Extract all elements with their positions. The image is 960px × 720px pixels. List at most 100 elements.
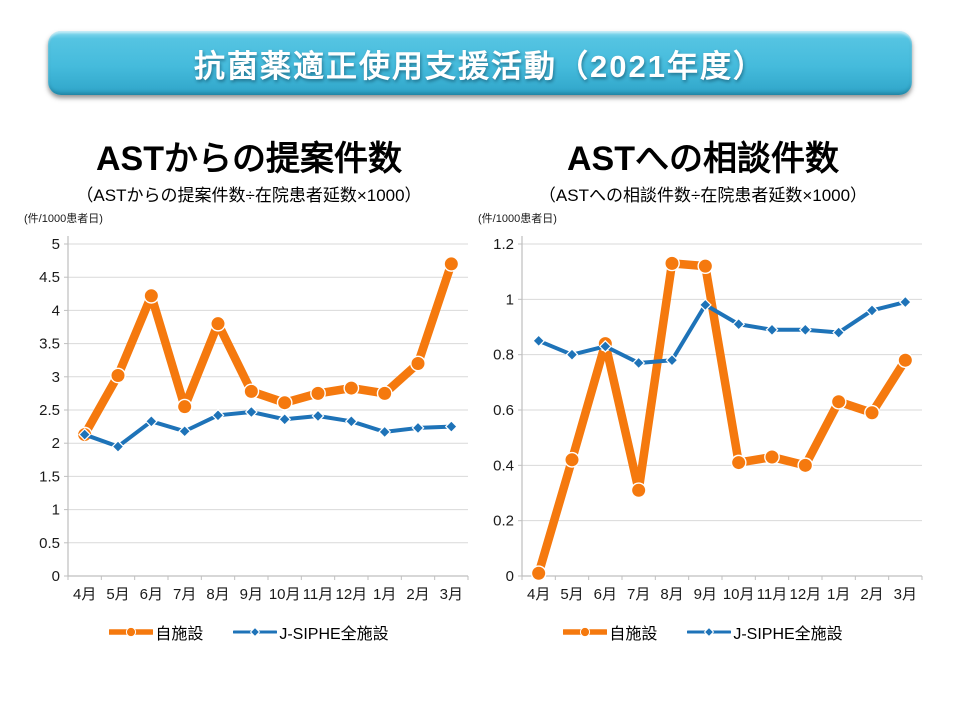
- chart-title-proposals: ASTからの提案件数: [96, 140, 402, 178]
- marker-circle: [176, 398, 193, 415]
- chart-legend-proposals: 自施設 J-SIPHE全施設: [24, 620, 474, 644]
- marker-diamond: [832, 326, 846, 340]
- y-tick-label: 2: [52, 435, 60, 452]
- x-tick-label: 1月: [373, 586, 396, 603]
- marker-diamond: [411, 421, 425, 435]
- x-tick-label: 4月: [73, 586, 96, 603]
- legend-marker-diamond: [704, 626, 715, 638]
- legend-item-own: 自施設: [109, 620, 203, 644]
- x-tick-label: 6月: [594, 586, 617, 603]
- marker-circle: [310, 385, 326, 402]
- x-tick-label: 10月: [269, 586, 301, 603]
- x-tick-label: 12月: [789, 586, 821, 603]
- legend-item-jsiphe: J-SIPHE全施設: [687, 620, 843, 644]
- y-axis-unit-label: (件/1000患者日): [478, 213, 557, 226]
- x-tick-label: 9月: [240, 586, 263, 603]
- x-tick-label: 12月: [335, 586, 367, 603]
- y-tick-label: 1: [52, 502, 60, 519]
- marker-diamond: [532, 334, 546, 348]
- x-tick-label: 2月: [860, 586, 883, 603]
- series-line-自施設: [534, 259, 910, 578]
- legend-key-circle: [563, 626, 608, 638]
- x-tick-label: 11月: [303, 586, 334, 603]
- marker-circle: [764, 449, 780, 466]
- y-tick-label: 4: [52, 302, 60, 319]
- marker-circle: [410, 355, 426, 372]
- y-tick-label: 3: [52, 369, 60, 386]
- y-tick-label: 1.2: [493, 236, 514, 253]
- chart-block-consults: ASTへの相談件数 （ASTへの相談件数÷在院患者延数×1000） (件/100…: [478, 140, 928, 644]
- x-tick-label: 8月: [206, 586, 229, 603]
- chart-legend-consults: 自施設 J-SIPHE全施設: [478, 620, 928, 644]
- x-tick-label: 9月: [694, 586, 717, 603]
- x-tick-label: 2月: [406, 586, 429, 603]
- chart-subtitle-proposals: （ASTからの提案件数÷在院患者延数×1000）: [76, 186, 422, 206]
- y-tick-label: 5: [52, 236, 60, 253]
- x-tick-label: 5月: [106, 586, 129, 603]
- marker-diamond: [632, 356, 646, 370]
- marker-diamond: [278, 412, 292, 426]
- marker-diamond: [765, 323, 779, 337]
- marker-circle: [143, 287, 160, 304]
- marker-circle: [630, 482, 647, 499]
- marker-circle: [897, 352, 914, 369]
- marker-diamond: [898, 295, 912, 309]
- x-tick-label: 7月: [627, 586, 650, 603]
- series-line-自施設: [80, 259, 456, 439]
- series-line-J-SIPHE全施設: [536, 300, 908, 366]
- legend-label: 自施設: [155, 626, 204, 644]
- legend-label: J-SIPHE全施設: [279, 626, 389, 644]
- y-tick-label: 0.6: [493, 402, 514, 419]
- legend-key-diamond: [233, 626, 278, 638]
- legend-key-circle: [109, 626, 154, 638]
- y-tick-label: 4.5: [39, 269, 60, 286]
- marker-circle: [110, 367, 126, 384]
- y-tick-label: 1.5: [39, 468, 60, 485]
- x-tick-label: 8月: [660, 586, 683, 603]
- title-banner: 抗菌薬適正使用支援活動（2021年度）: [48, 31, 912, 95]
- marker-circle: [697, 258, 714, 275]
- marker-diamond: [732, 317, 746, 331]
- marker-diamond: [444, 420, 458, 434]
- marker-diamond: [865, 304, 879, 317]
- y-axis-unit-label: (件/1000患者日): [24, 213, 103, 226]
- marker-circle: [343, 380, 360, 397]
- marker-diamond: [565, 348, 579, 362]
- y-tick-label: 0: [52, 568, 60, 585]
- marker-diamond: [211, 408, 225, 422]
- marker-diamond: [144, 414, 158, 428]
- legend-key-diamond: [687, 626, 732, 638]
- marker-circle: [730, 454, 747, 471]
- x-tick-label: 10月: [723, 586, 755, 603]
- marker-diamond: [344, 414, 358, 428]
- marker-circle: [564, 451, 580, 468]
- y-tick-label: 0.5: [39, 535, 60, 552]
- chart-block-proposals: ASTからの提案件数 （ASTからの提案件数÷在院患者延数×1000） (件/1…: [24, 140, 474, 644]
- marker-circle: [276, 394, 293, 411]
- marker-circle: [830, 393, 847, 410]
- x-tick-label: 7月: [173, 586, 196, 603]
- x-tick-label: 1月: [827, 586, 850, 603]
- legend-item-jsiphe: J-SIPHE全施設: [233, 620, 389, 644]
- marker-circle: [210, 315, 226, 332]
- y-tick-label: 2.5: [39, 402, 60, 419]
- marker-circle: [443, 256, 460, 272]
- x-tick-label: 3月: [440, 586, 463, 603]
- marker-diamond: [78, 428, 92, 442]
- y-tick-label: 0.8: [493, 347, 514, 364]
- series-line-J-SIPHE全施設: [82, 410, 454, 449]
- marker-circle: [797, 457, 814, 474]
- marker-circle: [243, 383, 260, 400]
- marker-circle: [664, 255, 680, 272]
- y-tick-label: 1: [506, 291, 514, 308]
- legend-item-own: 自施設: [563, 620, 657, 644]
- legend-label: J-SIPHE全施設: [733, 626, 843, 644]
- marker-diamond: [178, 424, 192, 438]
- legend-marker-circle: [126, 626, 137, 638]
- marker-diamond: [598, 340, 612, 353]
- legend-marker-circle: [580, 626, 591, 638]
- x-tick-label: 3月: [894, 586, 917, 603]
- x-tick-label: 4月: [527, 586, 550, 603]
